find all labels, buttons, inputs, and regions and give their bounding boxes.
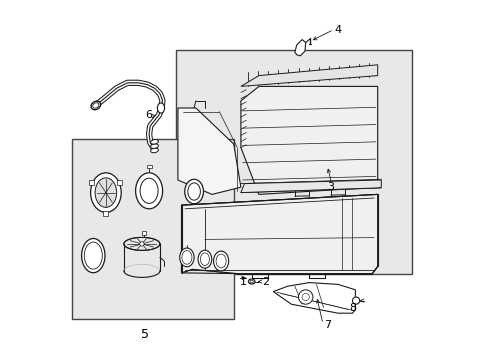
Circle shape	[298, 290, 312, 304]
Text: 7: 7	[323, 320, 330, 330]
Ellipse shape	[198, 250, 211, 268]
Text: 8: 8	[348, 303, 355, 313]
Ellipse shape	[216, 254, 225, 268]
Circle shape	[352, 297, 359, 304]
Circle shape	[140, 242, 144, 246]
Ellipse shape	[184, 179, 203, 204]
Ellipse shape	[157, 103, 164, 113]
Polygon shape	[241, 65, 377, 86]
Bar	[117, 180, 122, 185]
Ellipse shape	[150, 140, 158, 144]
Polygon shape	[273, 283, 355, 313]
Ellipse shape	[95, 178, 117, 207]
Ellipse shape	[91, 101, 101, 110]
Ellipse shape	[135, 173, 163, 209]
Text: 1: 1	[240, 276, 247, 287]
Ellipse shape	[187, 183, 200, 200]
Polygon shape	[181, 194, 377, 274]
Text: 2: 2	[261, 276, 268, 287]
Text: 4: 4	[334, 24, 341, 35]
Bar	[103, 211, 108, 216]
Ellipse shape	[213, 251, 228, 271]
Ellipse shape	[81, 239, 105, 273]
Polygon shape	[241, 86, 377, 194]
Bar	[89, 180, 94, 185]
Ellipse shape	[84, 242, 102, 269]
Ellipse shape	[182, 251, 192, 264]
Text: 5: 5	[141, 328, 149, 341]
Ellipse shape	[90, 173, 121, 212]
Polygon shape	[178, 108, 241, 194]
Ellipse shape	[249, 280, 253, 283]
Polygon shape	[294, 40, 305, 56]
Ellipse shape	[179, 248, 194, 267]
Bar	[142, 231, 146, 235]
Ellipse shape	[200, 253, 209, 266]
Ellipse shape	[248, 279, 254, 284]
Text: 3: 3	[327, 182, 334, 192]
Circle shape	[302, 293, 309, 301]
Ellipse shape	[150, 148, 158, 153]
Ellipse shape	[150, 144, 158, 148]
Polygon shape	[241, 180, 381, 193]
Bar	[72, 139, 233, 319]
Ellipse shape	[140, 178, 158, 203]
Bar	[146, 165, 151, 168]
Polygon shape	[181, 194, 377, 274]
Bar	[176, 50, 411, 274]
Ellipse shape	[93, 103, 99, 108]
Text: 6: 6	[145, 110, 152, 120]
